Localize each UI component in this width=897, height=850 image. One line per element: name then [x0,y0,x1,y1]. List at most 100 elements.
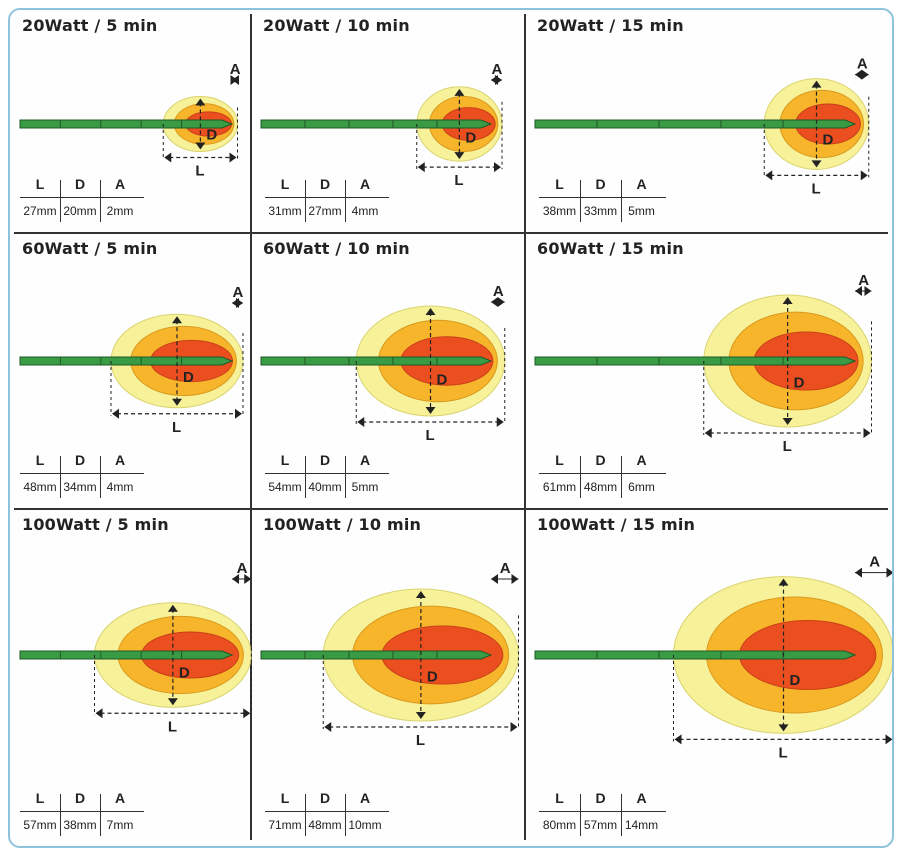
ablation-diagram: D L A [19,61,241,180]
table-header-a: A [359,790,371,806]
table-value-l: 27mm [23,204,57,218]
length-arrow-right [885,734,892,745]
ablation-panel: 20Watt / 15 min D L A L 38mm D 33mm A 5mm [525,10,889,232]
offset-label: A [500,560,511,577]
grid-divider-vertical [250,14,252,840]
panel-title: 100Watt / 15 min [537,515,696,534]
table-rule [265,811,389,813]
table-rule [265,473,389,475]
table-separator [580,180,582,222]
diameter-arrow-up [425,308,436,315]
length-label: L [779,744,788,761]
length-arrow-left [164,152,172,163]
table-header-l: L [35,790,45,806]
dimension-table: L 54mm D 40mm A 5mm [265,452,389,500]
table-rule [20,197,144,199]
needle-shaft [260,356,493,366]
diameter-arrow-up [454,88,465,96]
length-arrow-right [243,708,251,719]
dimension-lines [416,75,503,173]
ablation-diagram: D L A [260,560,519,749]
ablation-panel: 60Watt / 5 min D L A L 48mm D 34mm A 4mm [10,233,250,508]
length-arrow-left [324,722,332,732]
diameter-label: D [465,129,476,146]
offset-label: A [869,554,880,571]
table-value-l: 80mm [542,818,577,832]
table-value-l: 54mm [268,480,302,494]
table-header-d: D [595,452,606,468]
offset-arrow-left [855,69,862,80]
table-header-a: A [114,176,126,192]
offset-arrow-right [230,75,238,85]
table-separator [60,180,62,222]
diameter-arrow-down [425,407,436,414]
table-header-l: L [555,452,564,468]
diameter-arrow-down [454,152,465,160]
table-header-a: A [359,176,371,192]
needle-shaft [260,650,493,660]
table-separator [580,456,582,498]
table-header-l: L [280,452,290,468]
table-value-d: 38mm [63,818,97,832]
panel-title: 100Watt / 10 min [263,515,422,534]
offset-arrow-left [232,574,239,584]
dimension-table: L 71mm D 48mm A 10mm [265,790,389,838]
diameter-label: D [179,665,190,682]
table-header-d: D [595,790,606,806]
table-value-d: 48mm [583,480,618,494]
table-separator [100,456,102,498]
offset-arrow-left [855,286,862,296]
table-value-l: 38mm [542,204,577,218]
table-value-a: 5mm [351,480,379,494]
table-value-a: 4mm [106,480,134,494]
ablation-diagram: D L A [19,560,252,735]
offset-arrow-right [495,75,502,85]
ablation-panel: 60Watt / 15 min D L A L 61mm D 48mm A 6mm [525,233,889,508]
needle-shaft [534,650,857,660]
needle-shaft [19,356,234,366]
table-header-d: D [74,790,86,806]
table-separator [621,180,623,222]
dimension-lines [763,69,870,181]
offset-arrow-left [491,574,498,584]
offset-arrow-right [497,297,505,307]
diameter-arrow-up [195,98,206,106]
table-separator [305,794,307,836]
table-value-l: 57mm [23,818,57,832]
table-rule [265,197,389,199]
dimension-lines [355,297,506,427]
needle-shaft [534,119,857,129]
table-value-d: 33mm [583,204,618,218]
dimension-table: L 31mm D 27mm A 4mm [265,176,389,224]
table-value-d: 40mm [308,480,342,494]
dimension-lines [94,574,252,719]
ablation-panel: 20Watt / 10 min D L A L 31mm D 27mm A 4mm [251,10,524,232]
offset-arrow-right [511,574,519,584]
diameter-label: D [183,369,194,386]
diameter-arrow-down [778,724,789,732]
diameter-arrow-up [167,604,178,612]
diameter-arrow-down [811,160,822,168]
length-label: L [812,180,821,197]
offset-arrow-left [491,297,498,307]
length-arrow-left [765,170,773,181]
table-header-l: L [35,176,45,192]
diameter-arrow-down [415,712,426,719]
ablation-diagram: D L A [19,284,244,436]
table-header-l: L [555,176,564,192]
needle-shaft [534,356,857,366]
table-header-d: D [74,452,86,468]
length-label: L [416,732,425,749]
table-separator [60,794,62,836]
diameter-arrow-down [195,142,206,150]
length-arrow-left [674,734,682,745]
table-value-a: 14mm [624,818,659,832]
diameter-label: D [427,668,438,685]
length-arrow-right [496,417,504,427]
offset-arrow-right [236,298,243,308]
table-separator [580,794,582,836]
table-value-l: 61mm [542,480,577,494]
dimension-lines [322,574,519,732]
diameter-label: D [790,672,801,689]
offset-label: A [237,560,248,577]
